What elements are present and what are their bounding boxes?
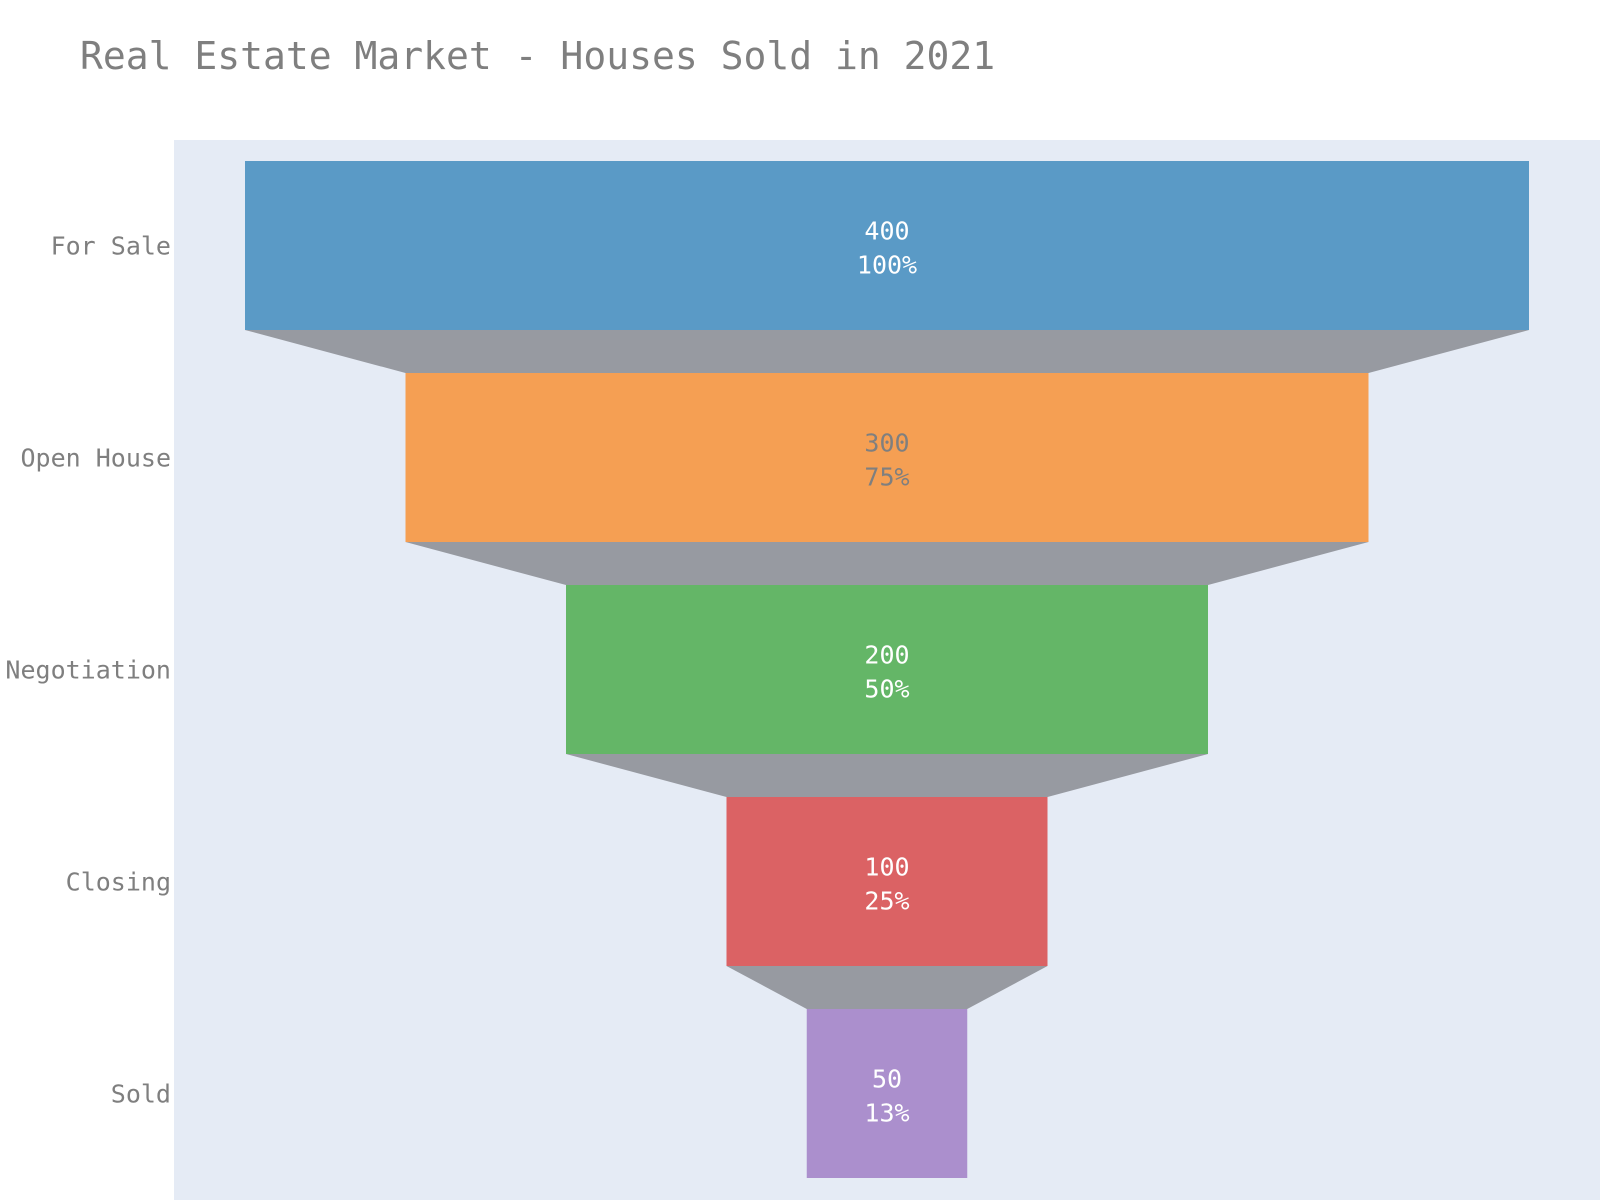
funnel-connector <box>726 966 1048 1009</box>
funnel-bar-open-house <box>405 373 1369 542</box>
funnel-connector <box>245 330 1529 373</box>
funnel-bar-sold <box>806 1009 968 1178</box>
value-label-sold: 50 <box>872 1065 902 1094</box>
stage-label-group: For Sale Open House Negotiation Closing Sold <box>5 232 171 1109</box>
percent-label-for-sale: 100% <box>857 251 917 280</box>
stage-label-for-sale: For Sale <box>51 232 171 261</box>
bar-group <box>245 161 1529 1178</box>
percent-label-sold: 13% <box>864 1099 909 1128</box>
value-label-for-sale: 400 <box>864 217 909 246</box>
chart-title: Real Estate Market - Houses Sold in 2021 <box>80 34 996 78</box>
stage-label-open-house: Open House <box>20 444 171 473</box>
funnel-connector <box>405 542 1369 585</box>
percent-label-negotiation: 50% <box>864 675 909 704</box>
funnel-bar-negotiation <box>566 585 1208 754</box>
funnel-bar-for-sale <box>245 161 1529 330</box>
percent-label-open-house: 75% <box>864 463 909 492</box>
stage-label-closing: Closing <box>66 868 171 897</box>
bar-label-group: 400 100% 300 75% 200 50% 100 25% 50 13% <box>857 217 917 1128</box>
percent-label-closing: 25% <box>864 887 909 916</box>
funnel-bar-closing <box>726 797 1048 966</box>
value-label-closing: 100 <box>864 853 909 882</box>
stage-label-sold: Sold <box>111 1080 171 1109</box>
value-label-open-house: 300 <box>864 429 909 458</box>
stage-label-negotiation: Negotiation <box>5 656 171 685</box>
value-label-negotiation: 200 <box>864 641 909 670</box>
connector-group <box>245 330 1529 1009</box>
funnel-connector <box>566 754 1208 797</box>
